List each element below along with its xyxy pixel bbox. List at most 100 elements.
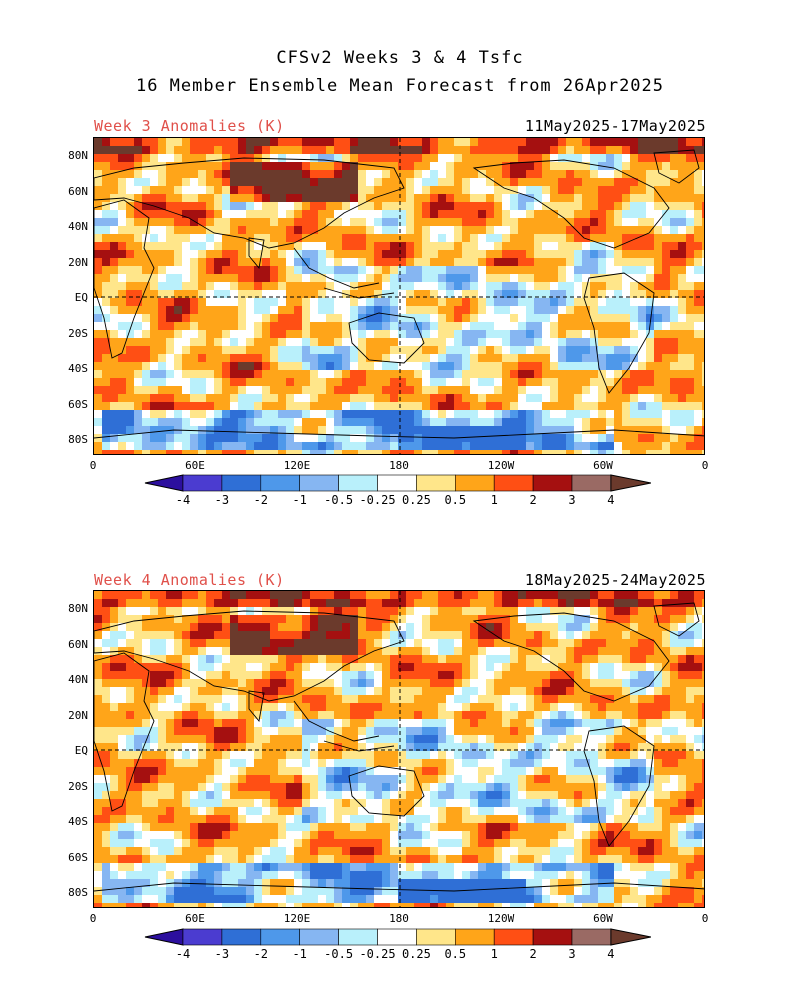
lon-tick-label: 120E	[283, 459, 311, 472]
colorbar-swatch	[182, 474, 223, 492]
coastline	[583, 725, 655, 847]
colorbar-label: 0.5	[444, 493, 467, 507]
colorbar-label: -0.25	[359, 947, 396, 961]
colorbar-label: 0.5	[444, 947, 467, 961]
colorbar-swatch	[221, 928, 262, 946]
coastline	[348, 765, 425, 817]
colorbar-label: 1	[490, 493, 498, 507]
week3-date-range: 11May2025-17May2025	[524, 117, 706, 135]
lon-tick-label: 60W	[593, 459, 613, 472]
lat-tick-label: 20S	[68, 326, 88, 340]
colorbar-max-arrow	[610, 928, 651, 946]
chart-title-line2: 16 Member Ensemble Mean Forecast from 26…	[135, 76, 665, 96]
colorbar-max-arrow	[610, 474, 651, 492]
week4-anomaly-map	[93, 590, 705, 908]
colorbar-label: -2	[253, 493, 269, 507]
lat-tick-label: EQ	[74, 744, 88, 757]
coastline	[94, 429, 704, 439]
lon-tick-label: 180	[389, 459, 409, 472]
lat-tick-label: 40S	[68, 362, 88, 375]
coastline	[348, 312, 425, 364]
colorbar-swatch	[338, 474, 378, 492]
lat-tick-label: 20N	[68, 708, 88, 722]
colorbar-label: 2	[529, 947, 537, 961]
colorbar-swatch	[532, 474, 573, 492]
lat-tick-label: 40N	[68, 673, 88, 686]
colorbar-label: 3	[568, 947, 576, 961]
colorbar-min-arrow	[144, 928, 184, 946]
coastline	[94, 199, 155, 359]
colorbar-min-arrow	[144, 474, 184, 492]
coastline	[472, 159, 670, 249]
colorbar-label: 2	[529, 493, 537, 507]
lat-tick-label: 60S	[68, 397, 88, 411]
lat-tick-label: 20S	[68, 779, 88, 793]
colorbar-swatch	[416, 474, 456, 492]
colorbar-swatch	[532, 928, 573, 946]
colorbar-label: -4	[175, 947, 191, 961]
colorbar-swatches	[144, 474, 651, 492]
lon-tick-label: 0	[701, 459, 709, 472]
lon-tick-label: 60E	[185, 459, 205, 472]
coastline	[293, 700, 395, 752]
colorbar-label: 4	[607, 493, 615, 507]
colorbar-swatch	[416, 928, 456, 946]
lon-tick-label: 120W	[487, 459, 515, 472]
lat-tick-label: 80N	[68, 149, 88, 162]
colorbar-swatch	[493, 928, 534, 946]
colorbar-swatch	[338, 928, 378, 946]
week3-colorbar: -4 -3 -2 -1 -0.5 -0.25 0.25 0.5 1 2 3 4	[0, 474, 800, 514]
lat-tick-label: EQ	[74, 291, 88, 304]
colorbar-label: -1	[292, 493, 307, 507]
chart-title-line1: CFSv2 Weeks 3 & 4 Tsfc	[276, 48, 524, 68]
coastline	[583, 272, 655, 394]
coastline	[653, 602, 700, 637]
coastline	[653, 149, 700, 184]
lat-tick-label: 80S	[68, 433, 88, 446]
lat-tick-label: 60N	[68, 184, 88, 198]
lon-tick-label: 0	[89, 912, 97, 925]
colorbar-swatch	[221, 474, 262, 492]
lat-tick-label: 80S	[68, 886, 88, 899]
lon-tick-label: 0	[701, 912, 709, 925]
lat-tick-label: 40S	[68, 815, 88, 828]
colorbar-label: 0.25	[401, 493, 431, 507]
colorbar-label: -0.5	[324, 947, 354, 961]
lon-tick-label: 60W	[593, 912, 613, 925]
coastline	[293, 247, 395, 299]
colorbar-label: 4	[607, 947, 615, 961]
colorbar-label: -3	[214, 947, 230, 961]
colorbar-label: -0.5	[324, 493, 354, 507]
colorbar-label: 1	[490, 947, 498, 961]
lat-tick-label: 20N	[68, 255, 88, 269]
colorbar-label: 0.25	[401, 947, 431, 961]
lon-tick-label: 180	[389, 912, 409, 925]
coastline	[248, 237, 265, 270]
lon-tick-label: 0	[89, 459, 97, 472]
coastline	[94, 157, 405, 249]
lat-tick-label: 80N	[68, 602, 88, 615]
anomaly-field	[94, 591, 704, 907]
colorbar-label: -4	[175, 493, 191, 507]
lat-tick-label: 40N	[68, 220, 88, 233]
lat-tick-label: 60N	[68, 637, 88, 651]
colorbar-swatch	[260, 474, 300, 492]
lat-tick-label: 60S	[68, 850, 88, 864]
colorbar-swatch	[260, 928, 300, 946]
colorbar-label: -1	[292, 947, 307, 961]
lon-tick-label: 120W	[487, 912, 515, 925]
lon-tick-label: 60E	[185, 912, 205, 925]
week4-panel-label: Week 4 Anomalies (K)	[94, 571, 285, 589]
colorbar-swatch	[571, 928, 612, 946]
week3-anomaly-map	[93, 137, 705, 455]
coastline	[94, 652, 155, 812]
anomaly-field	[94, 138, 704, 454]
colorbar-label: -2	[253, 947, 269, 961]
colorbar-swatch	[377, 928, 417, 946]
colorbar-label: -0.25	[359, 493, 396, 507]
coastline	[94, 882, 704, 892]
colorbar-swatch	[299, 474, 339, 492]
colorbar-swatch	[571, 474, 612, 492]
week3-panel-label: Week 3 Anomalies (K)	[94, 117, 285, 135]
coastline	[248, 690, 265, 723]
